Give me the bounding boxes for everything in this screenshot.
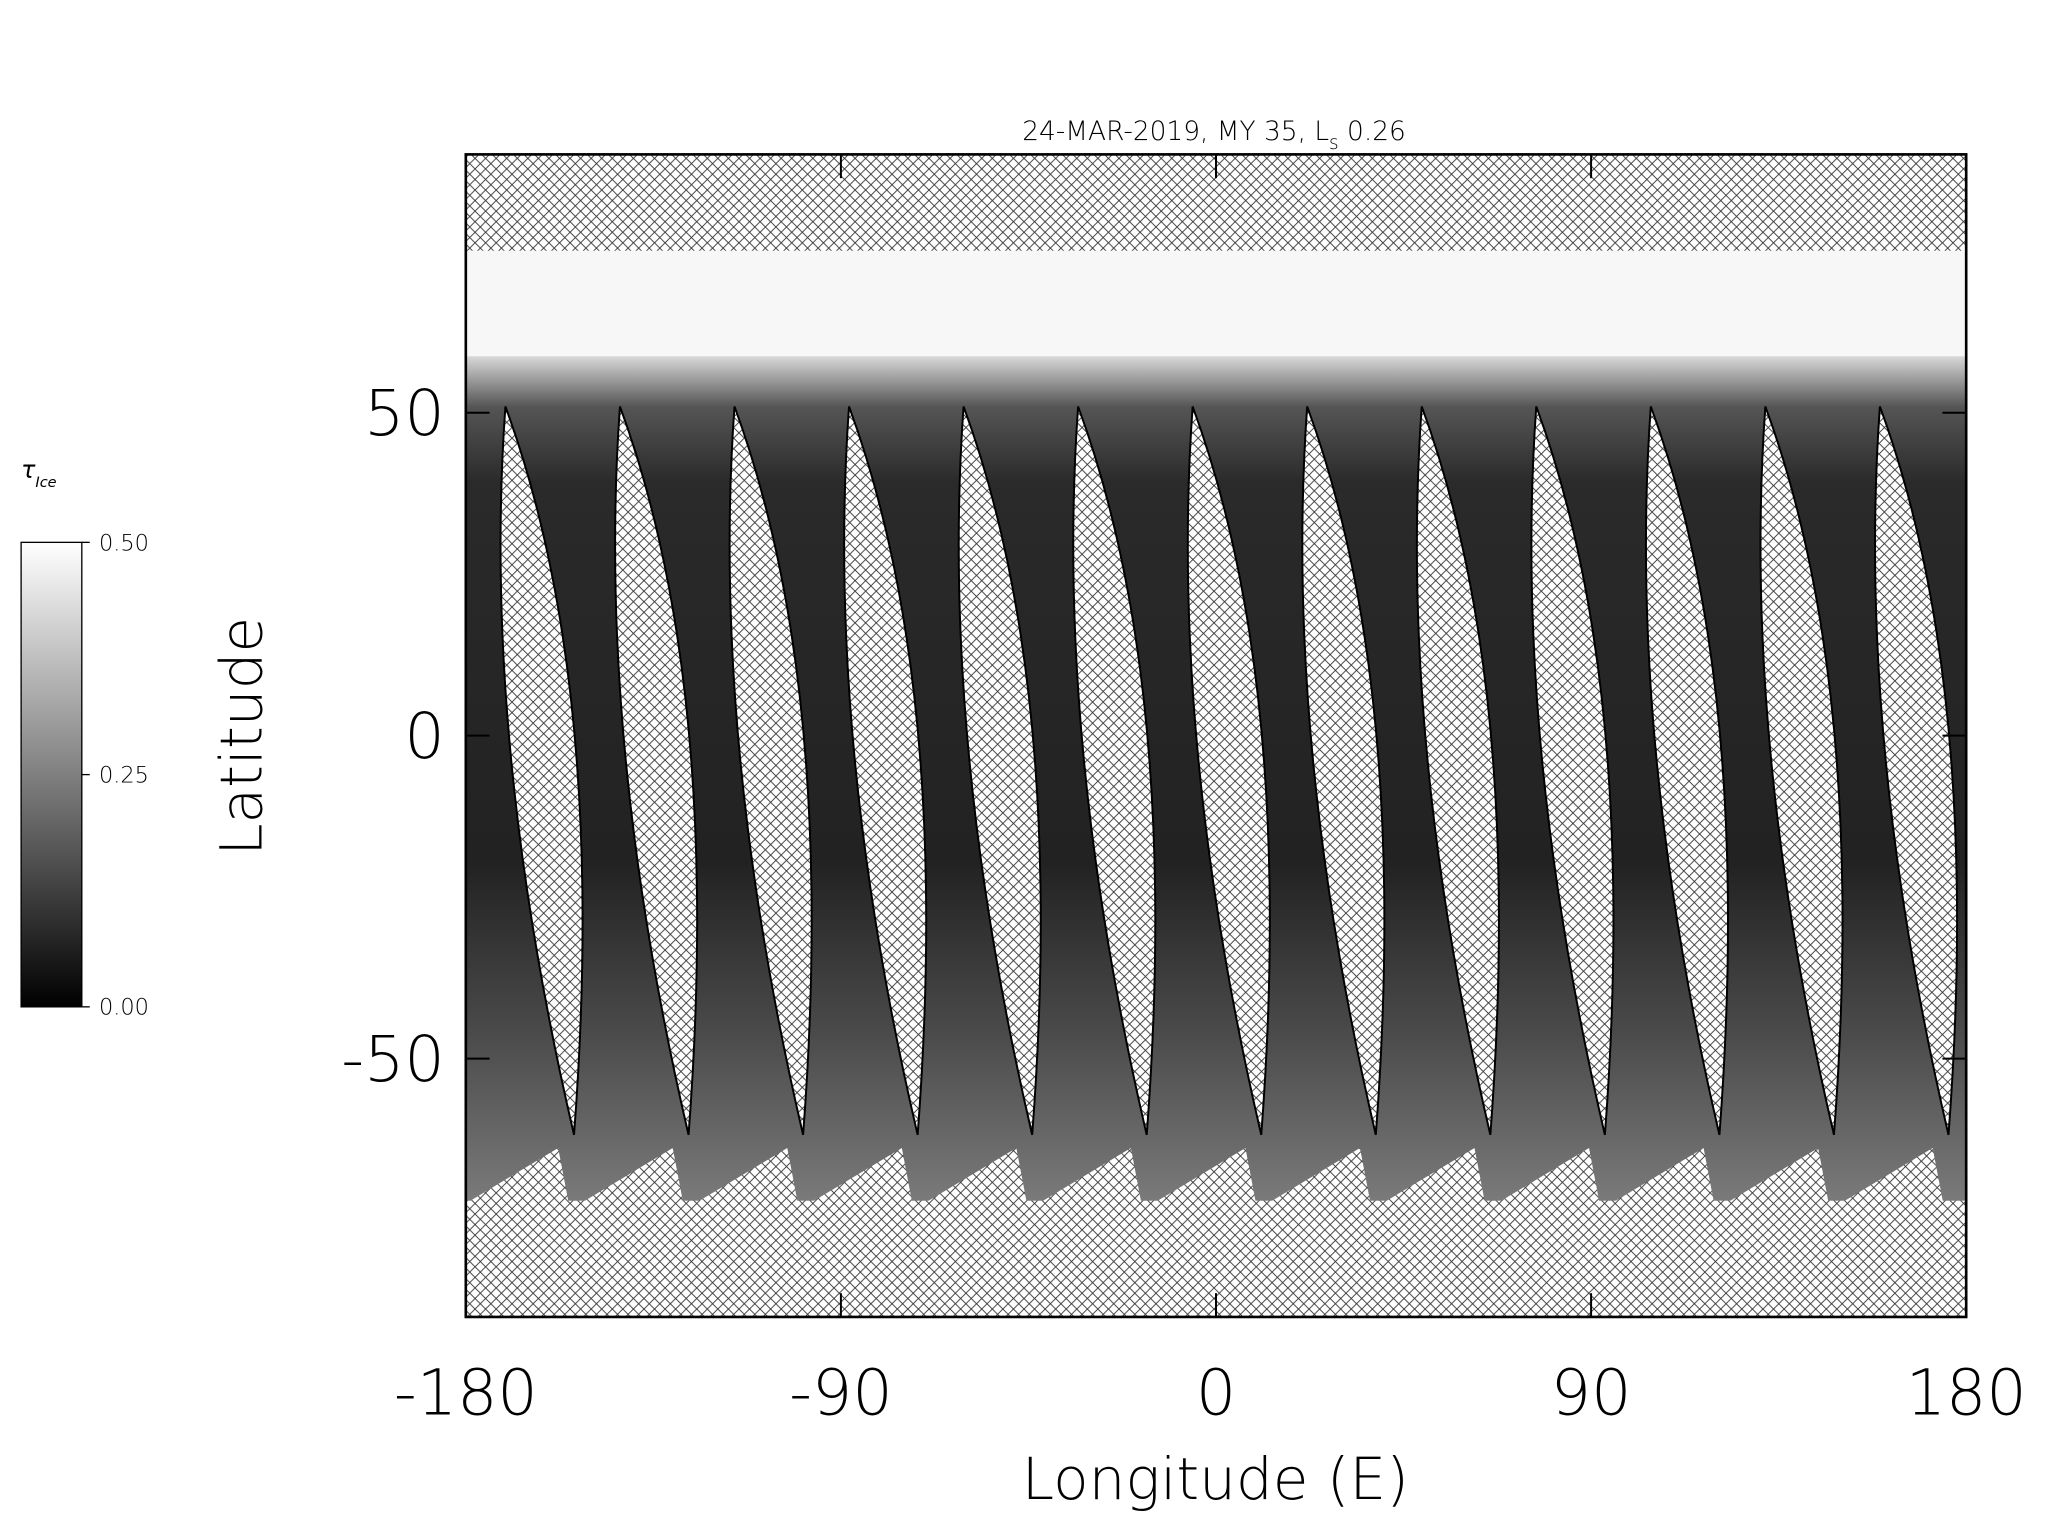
data-gap <box>1530 406 1615 1136</box>
colorbar-label-subscript: Ice <box>35 475 56 491</box>
data-gap <box>499 406 584 1136</box>
title-suffix: 0.26 <box>1347 117 1406 147</box>
data-gap <box>1415 406 1500 1136</box>
data-gap <box>1611 1148 1715 1204</box>
x-tick-label: -90 <box>789 1356 892 1430</box>
data-gap <box>1644 406 1729 1136</box>
x-tick-label: 180 <box>1906 1356 2027 1430</box>
y-tick-label: 50 <box>364 376 445 450</box>
data-gap <box>1382 1148 1486 1204</box>
data-gap <box>843 406 928 1136</box>
data-gap <box>1267 1148 1371 1204</box>
data-gap <box>1153 1148 1256 1204</box>
x-tick-label: 90 <box>1551 1356 1632 1430</box>
map-image <box>465 154 1967 1317</box>
data-gap <box>580 1148 684 1204</box>
data-gap <box>614 406 699 1136</box>
colorbar-tick-label: 0.25 <box>99 763 149 789</box>
data-gap <box>694 1148 798 1204</box>
data-gap <box>1186 406 1271 1136</box>
data-gap <box>1725 1148 1829 1204</box>
x-axis-label: Longitude (E) <box>1022 1445 1409 1513</box>
data-gap <box>465 1148 569 1204</box>
data-gap <box>1874 406 1959 1136</box>
data-gap <box>728 406 813 1136</box>
colorbar <box>20 541 83 1008</box>
data-gap <box>1038 1148 1142 1204</box>
y-tick-label: 0 <box>404 699 444 773</box>
data-gap <box>809 1148 913 1204</box>
colorbar-tick-label: 0.50 <box>99 530 149 556</box>
colorbar-label-main: τ <box>21 456 36 484</box>
data-gap <box>1840 1148 1944 1204</box>
colorbar-tick-label: 0.00 <box>99 995 149 1021</box>
title-main: 24-MAR-2019, MY 35, L <box>1022 117 1329 147</box>
data-gap <box>1301 406 1386 1136</box>
title-subscript: s <box>1329 133 1339 154</box>
chart-title: 24-MAR-2019, MY 35, Ls 0.26 <box>1022 117 1406 154</box>
x-tick-label: -180 <box>394 1356 538 1430</box>
data-gap <box>1759 406 1844 1136</box>
data-gap <box>957 406 1042 1136</box>
data-gap <box>923 1148 1027 1204</box>
y-tick-label: -50 <box>341 1022 444 1096</box>
y-axis-label: Latitude <box>207 617 275 856</box>
x-tick-label: 0 <box>1196 1356 1236 1430</box>
colorbar-label: τIce <box>21 456 57 491</box>
data-gap <box>1496 1148 1600 1204</box>
data-gap <box>1072 406 1157 1136</box>
